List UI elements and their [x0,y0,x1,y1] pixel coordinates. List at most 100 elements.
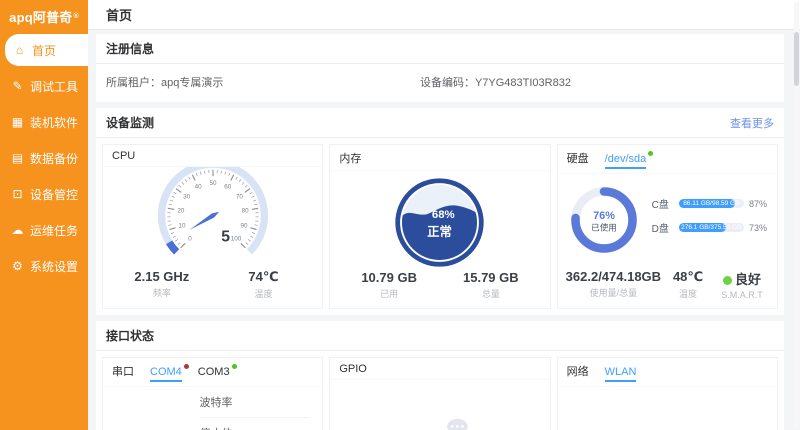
content: 注册信息 所属租户：apq专属演示 设备编码：Y7YG483TI03R832 设… [88,30,800,430]
network-label: 网络 [566,366,589,378]
memory-liquid-gauge: 68% 正常 [395,178,485,267]
disk-tab-dev-sda[interactable]: /dev/sda [604,151,654,169]
memory-used-value: 10.79 GB [361,270,417,285]
memory-gauge-wrap: 68% 正常 [330,171,549,270]
registered-trademark: ® [73,12,79,20]
disk-smart-stat: 良好 S.M.A.R.T [715,269,769,300]
monitor-row: CPU 0 10 20 30 40 [96,138,784,315]
liquid-wave [402,205,478,261]
cpu-label: CPU [112,150,136,162]
drive-d-progress-fill [678,223,727,232]
svg-text:90: 90 [240,223,248,230]
svg-text:60: 60 [224,184,232,191]
disk-body: 76% 已使用 C盘 86.11 GB/98.59 GB 87% [558,174,777,258]
drive-row-d: D盘 276.1 GB/375.59 GB 73% [652,220,773,236]
cpu-card: CPU 0 10 20 30 40 [102,144,324,309]
cpu-gauge-wrap: 0 10 20 30 40 50 60 70 80 90 100 [103,167,322,264]
sidebar-item-install-software[interactable]: ▦ 装机软件 [0,104,88,140]
cpu-temperature-label: 温度 [254,289,273,299]
gpio-empty-state [330,380,549,430]
network-tab-wlan[interactable]: WLAN [604,366,637,382]
svg-text:20: 20 [177,208,185,215]
cpu-frequency-label: 频率 [152,288,171,298]
disk-stats: 362.2/474.18GB 使用量/总量 48℃ 温度 良好 S.M.A.R.… [558,269,777,308]
disk-smart-value: 良好 [715,269,769,288]
sidebar-item-debug-tools[interactable]: ✎ 调试工具 [0,68,88,104]
registration-body: 所属租户：apq专属演示 设备编码：Y7YG483TI03R832 [96,64,784,102]
svg-text:80: 80 [241,208,249,215]
device-monitor-title: 设备监测 [106,116,155,130]
monitor-icon: ⊡ [12,187,23,201]
view-more-link[interactable]: 查看更多 [730,117,774,130]
sidebar: apq阿普奇 ® ⌂ 首页 ✎ 调试工具 ▦ 装机软件 ▤ 数据备份 ⊡ 设备管控… [0,0,88,430]
scrollbar-thumb[interactable] [794,32,799,86]
cpu-stats: 2.15 GHz 频率 74℃ 温度 [103,269,322,308]
drive-d-usage-text: 276.1 GB/375.59 GB [681,224,742,231]
sidebar-item-label: 数据备份 [30,151,79,166]
sidebar-item-home[interactable]: ⌂ 首页 [5,34,88,66]
disk-temperature-stat: 48℃ 温度 [661,269,715,300]
device-monitor-title-row: 设备监测 查看更多 [96,108,784,138]
disk-temperature-value: 48℃ [672,269,704,284]
sidebar-item-data-backup[interactable]: ▤ 数据备份 [0,140,88,176]
donut-progress [570,187,637,253]
liquid-ring [395,178,485,267]
interface-status-card: 接口状态 串口 COM4 COM3 [96,321,784,430]
scrollbar-track [794,2,799,428]
disk-usage-label: 使用量/总量 [589,288,638,298]
topbar: 首页 [88,0,800,30]
disk-card: 硬盘 /dev/sda 76% 已使用 [556,144,778,309]
serial-tab-com3[interactable]: COM3 [198,364,237,380]
svg-text:0: 0 [188,236,192,243]
document-icon: ▤ [11,151,24,165]
sidebar-item-device-control[interactable]: ⊡ 设备管控 [0,176,88,212]
gear-icon: ⚙ [12,259,23,273]
gauge-tick-labels: 0 10 20 30 40 50 60 70 80 90 100 [177,180,249,243]
gpio-card: GPIO [329,357,551,430]
memory-percent: 68% [432,209,455,221]
brand-logo: apq阿普奇 ® [0,0,88,32]
drive-c-progress-fill [678,199,736,208]
cpu-gauge: 0 10 20 30 40 50 60 70 80 90 100 [157,167,268,255]
svg-text:30: 30 [183,193,191,200]
gauge-progress [165,240,179,255]
serial-field-baudrate: 波特率 [199,387,311,418]
sidebar-item-label: 设备管控 [30,187,79,202]
empty-box-icon [447,418,468,430]
drive-list: C盘 86.11 GB/98.59 GB 87% D盘 [642,196,773,244]
memory-total-value: 15.79 GB [463,270,519,285]
tenant-label: 所属租户： [106,77,161,89]
apps-grid-icon: ▦ [11,115,24,129]
disk-usage-stat: 362.2/474.18GB 使用量/总量 [566,269,661,300]
drive-row-c: C盘 86.11 GB/98.59 GB 87% [652,196,773,212]
device-monitor-card: 设备监测 查看更多 CPU 0 [96,108,784,315]
drive-d-percent: 73% [748,222,767,233]
sidebar-item-label: 系统设置 [30,259,79,274]
network-card-head: 网络 WLAN [557,358,777,387]
cpu-gauge-value: 5 [221,229,230,246]
drive-c-percent: 87% [748,198,767,209]
gauge-needle [189,211,219,230]
main-area: 首页 注册信息 所属租户：apq专属演示 设备编码：Y7YG483TI03R83… [88,0,800,430]
memory-used-label: 已用 [380,289,399,299]
interface-status-title: 接口状态 [96,321,784,351]
sidebar-item-ops-tasks[interactable]: ☁ 运维任务 [0,212,88,248]
sidebar-item-system-settings[interactable]: ⚙ 系统设置 [0,248,88,284]
disk-percent-label: 已使用 [591,221,617,232]
interface-row: 串口 COM4 COM3 未开启 [96,351,784,430]
sidebar-item-label: 首页 [32,43,57,58]
serial-card: 串口 COM4 COM3 未开启 [102,357,324,430]
serial-card-head: 串口 COM4 COM3 [103,358,323,387]
tenant-field: 所属租户：apq专属演示 [106,74,420,90]
memory-total-label: 总量 [481,289,500,299]
serial-fields: 波特率 停止位 数据位 [199,387,311,430]
cloud-icon: ☁ [11,223,24,237]
memory-card: 内存 68% 正常 10.79 [329,144,551,309]
serial-tab-com4[interactable]: COM4 [150,364,189,382]
memory-used-stat: 10.79 GB 已用 [338,270,440,300]
device-code-value: Y7YG483TI03R832 [474,77,571,89]
sidebar-item-label: 调试工具 [30,79,79,94]
device-code-label: 设备编码： [419,77,475,89]
memory-status: 正常 [428,224,453,239]
gpio-card-head: GPIO [330,358,550,380]
